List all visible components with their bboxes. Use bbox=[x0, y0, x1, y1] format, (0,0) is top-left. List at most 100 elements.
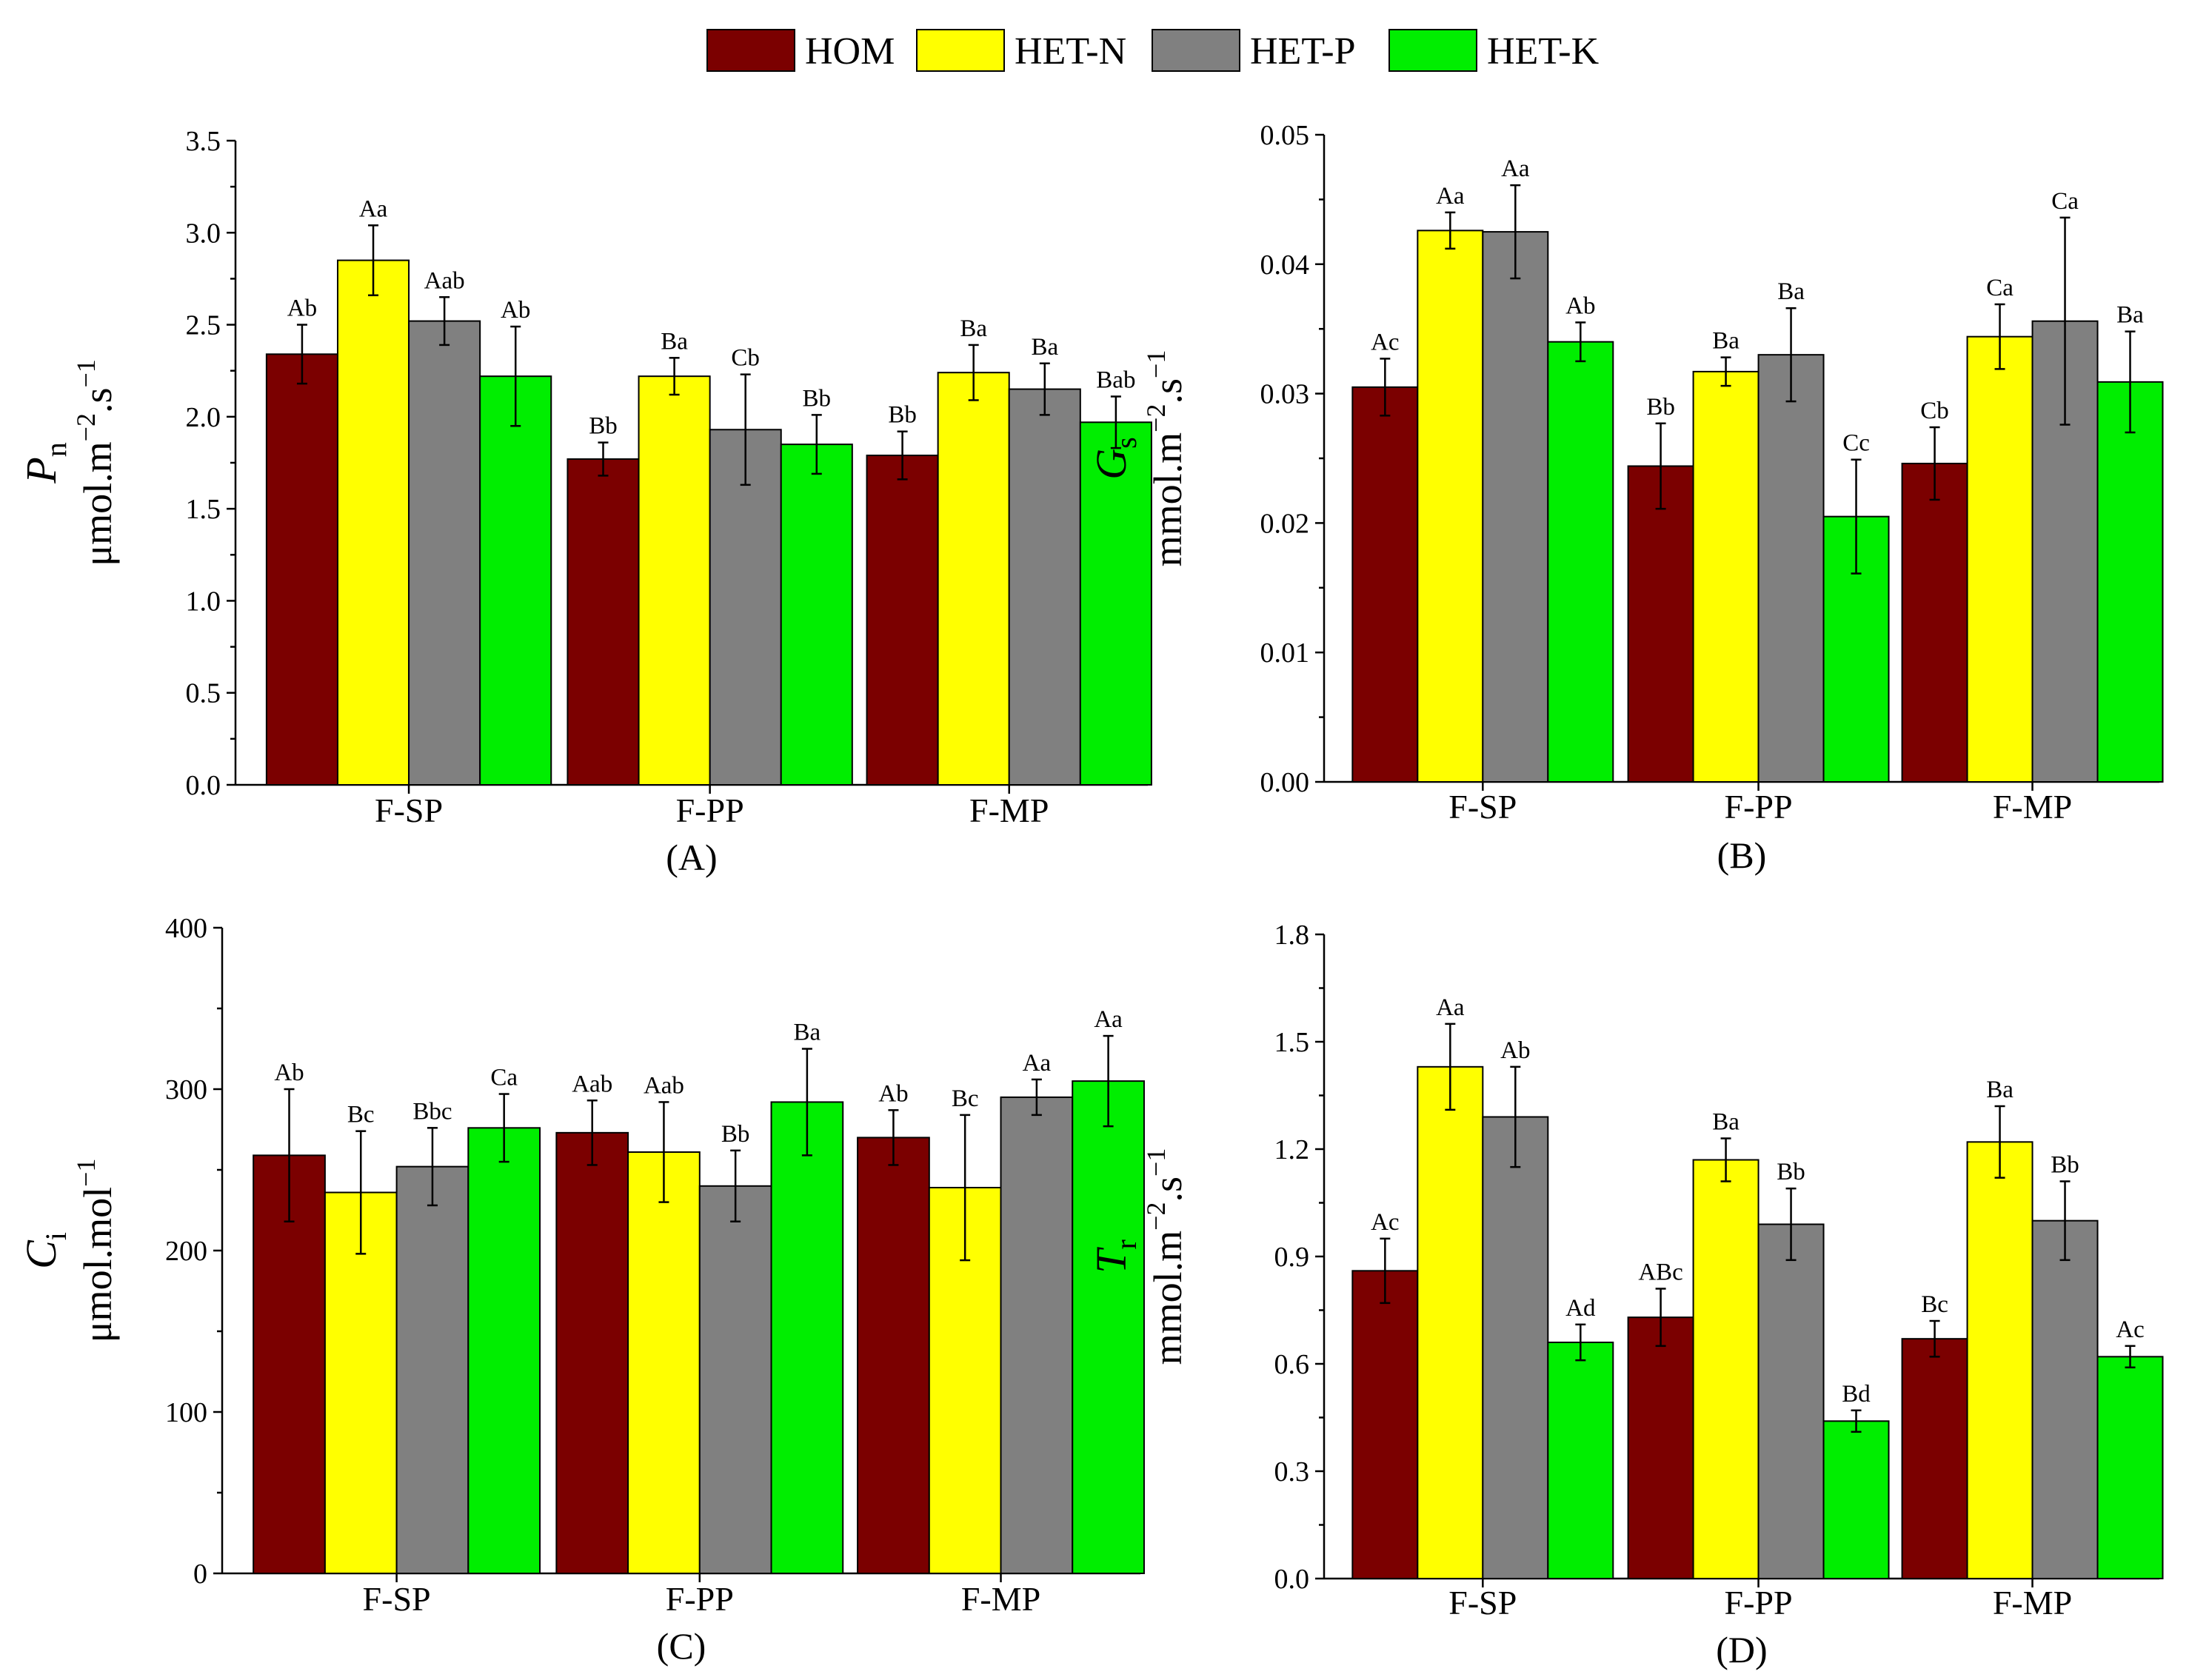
y-axis-label: Gs mmol.m−2.s−1 bbox=[1087, 350, 1190, 567]
bar-het-p-f-pp bbox=[698, 1185, 772, 1575]
bar-het-n-f-sp bbox=[324, 1191, 398, 1574]
legend-item-hom: HOM bbox=[706, 29, 895, 73]
chart-panel-d: 0.0 0.3 0.6 0.9 1.2 1.5 1.8 F-SP Ac Aa Ab Ad F-PP ABc… bbox=[1087, 920, 2164, 1670]
significance-label: Ba bbox=[1712, 1109, 1740, 1136]
bar-het-p-f-sp bbox=[1482, 1116, 1549, 1579]
bar-het-p-f-pp bbox=[1757, 1223, 1825, 1579]
y-axis-unit: μmol.m−2.s−1 bbox=[71, 359, 120, 566]
bar-het-n-f-sp bbox=[336, 259, 410, 786]
bar-het-k-f-mp bbox=[2096, 1356, 2164, 1580]
y-axis-label: Tr mmol.m−2.s−1 bbox=[1087, 1148, 1190, 1365]
chart-panel-a: 0.0 0.5 1.0 1.5 2.0 2.5 3.0 3.5 F-SP Ab Aa Aab Ab F-P… bbox=[17, 126, 1152, 878]
x-tick-label: F-SP bbox=[363, 1580, 431, 1618]
significance-label: Aa bbox=[1094, 1006, 1123, 1033]
y-tick-label: 300 bbox=[165, 1074, 207, 1105]
y-tick-label: 1.2 bbox=[1274, 1134, 1310, 1165]
y-tick-label: 0.03 bbox=[1260, 379, 1310, 410]
significance-label: Aa bbox=[1436, 183, 1465, 210]
legend-item-het-n: HET-N bbox=[916, 29, 1126, 73]
y-tick-label: 0.04 bbox=[1260, 250, 1310, 281]
bar-hom-f-pp bbox=[555, 1131, 629, 1574]
bar-het-k-f-pp bbox=[770, 1101, 844, 1574]
legend-swatch bbox=[1388, 29, 1477, 72]
bar-het-n-f-pp bbox=[1692, 370, 1759, 783]
panel-label: (C) bbox=[657, 1625, 706, 1667]
y-tick-label: 1.8 bbox=[1274, 920, 1310, 951]
significance-label: Bb bbox=[721, 1121, 750, 1148]
significance-label: Ad bbox=[1565, 1295, 1596, 1322]
x-tick-label: F-SP bbox=[1448, 788, 1517, 826]
significance-label: Bb bbox=[589, 413, 618, 440]
bar-het-n-f-pp bbox=[1692, 1159, 1759, 1579]
x-tick-label: F-MP bbox=[961, 1580, 1040, 1618]
significance-label: Ba bbox=[1777, 278, 1805, 305]
y-tick-label: 1.5 bbox=[186, 494, 221, 525]
y-axis-unit: mmol.m−2.s−1 bbox=[1141, 1148, 1190, 1365]
significance-label: Aa bbox=[1436, 994, 1465, 1021]
y-tick-label: 400 bbox=[165, 913, 207, 944]
chart-panel-c: 0 100 200 300 400 F-SP Ab Bc Bbc Ca F-PP Aab Aab Bb Ba… bbox=[17, 913, 1145, 1667]
bar-hom-f-pp bbox=[1627, 1316, 1694, 1579]
significance-label: Aab bbox=[572, 1071, 612, 1097]
y-axis-symbol: Ci bbox=[17, 1232, 73, 1269]
bar-hom-f-mp bbox=[1901, 462, 1968, 783]
panels: 0.0 0.5 1.0 1.5 2.0 2.5 3.0 3.5 F-SP Ab Aa Aab Ab F-P… bbox=[17, 120, 2164, 1670]
bar-het-p-f-mp bbox=[1000, 1096, 1074, 1574]
legend-item-het-p: HET-P bbox=[1152, 29, 1356, 73]
significance-label: Aa bbox=[359, 195, 388, 222]
significance-label: Ac bbox=[2116, 1316, 2144, 1343]
bar-het-p-f-sp bbox=[395, 1165, 469, 1574]
y-tick-label: 0.0 bbox=[186, 770, 221, 801]
y-tick-label: 1.0 bbox=[186, 586, 221, 617]
x-tick-label: F-PP bbox=[676, 792, 744, 829]
y-tick-label: 0.6 bbox=[1274, 1349, 1310, 1380]
y-tick-label: 2.5 bbox=[186, 310, 221, 341]
bar-het-k-f-sp bbox=[479, 375, 552, 786]
x-tick-label: F-SP bbox=[375, 792, 443, 829]
y-axis-symbol: Gs bbox=[1087, 437, 1143, 479]
significance-label: ABc bbox=[1638, 1259, 1683, 1286]
y-tick-label: 0.01 bbox=[1260, 637, 1310, 669]
bar-hom-f-mp bbox=[866, 455, 939, 786]
significance-label: Ab bbox=[1565, 292, 1595, 319]
y-tick-label: 0 bbox=[193, 1559, 207, 1590]
bar-het-k-f-sp bbox=[1547, 341, 1614, 783]
y-axis-unit: mmol.m−2.s−1 bbox=[1141, 350, 1190, 567]
bar-het-p-f-pp bbox=[1757, 354, 1825, 783]
panel-label: (D) bbox=[1716, 1629, 1767, 1670]
significance-label: Ca bbox=[2051, 188, 2079, 215]
significance-label: Cb bbox=[1920, 398, 1949, 424]
significance-label: Aab bbox=[424, 267, 465, 294]
legend-label: HOM bbox=[805, 30, 895, 73]
bar-het-n-f-mp bbox=[1966, 1141, 2033, 1580]
significance-label: Ab bbox=[1500, 1037, 1530, 1064]
x-tick-label: F-PP bbox=[666, 1580, 734, 1618]
legend: HOM HET-N HET-P HET-K bbox=[706, 29, 1600, 73]
bar-het-k-f-pp bbox=[1822, 1420, 1890, 1580]
significance-label: Ba bbox=[661, 328, 688, 355]
significance-label: Bb bbox=[803, 385, 832, 412]
bar-het-k-f-mp bbox=[1079, 421, 1152, 786]
significance-label: Bc bbox=[1921, 1291, 1948, 1318]
bar-hom-f-pp bbox=[567, 458, 640, 786]
x-tick-label: F-MP bbox=[1993, 1584, 2072, 1622]
significance-label: Ba bbox=[1986, 1077, 2014, 1103]
y-axis-unit: μmol.mol−1 bbox=[71, 1159, 120, 1343]
significance-label: Ba bbox=[1712, 328, 1740, 355]
significance-label: Bb bbox=[2051, 1152, 2079, 1179]
legend-label: HET-K bbox=[1487, 30, 1600, 73]
panel-label: (B) bbox=[1717, 834, 1767, 876]
significance-label: Bab bbox=[1096, 367, 1135, 394]
bar-het-k-f-mp bbox=[1072, 1080, 1145, 1574]
x-tick-label: F-PP bbox=[1725, 788, 1793, 826]
significance-label: Cc bbox=[1842, 430, 1870, 457]
bar-het-k-f-pp bbox=[780, 444, 853, 786]
bar-het-n-f-sp bbox=[1417, 1065, 1484, 1580]
chart-panel-b: 0.00 0.01 0.02 0.03 0.04 0.05 F-SP Ac Aa Aa Ab F-PP… bbox=[1087, 120, 2164, 876]
significance-label: Ba bbox=[1031, 334, 1058, 361]
y-tick-label: 0.00 bbox=[1260, 767, 1310, 798]
significance-label: Ac bbox=[1371, 329, 1399, 355]
bar-het-n-f-pp bbox=[627, 1151, 701, 1574]
bar-het-p-f-mp bbox=[2031, 1219, 2099, 1579]
